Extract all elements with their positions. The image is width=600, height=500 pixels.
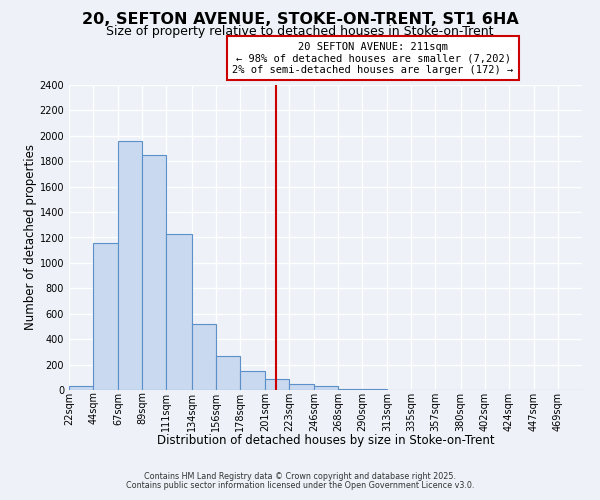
Bar xyxy=(314,386,338,390)
Bar xyxy=(239,371,265,390)
Bar xyxy=(166,234,191,390)
Bar xyxy=(191,324,215,390)
Bar xyxy=(265,378,289,390)
Bar xyxy=(215,356,239,390)
Bar xyxy=(142,155,166,390)
Bar xyxy=(289,384,314,390)
Y-axis label: Number of detached properties: Number of detached properties xyxy=(23,144,37,330)
Text: 20 SEFTON AVENUE: 211sqm
← 98% of detached houses are smaller (7,202)
2% of semi: 20 SEFTON AVENUE: 211sqm ← 98% of detach… xyxy=(232,42,514,75)
Bar xyxy=(118,141,142,390)
Text: Contains HM Land Registry data © Crown copyright and database right 2025.: Contains HM Land Registry data © Crown c… xyxy=(144,472,456,481)
Text: Contains public sector information licensed under the Open Government Licence v3: Contains public sector information licen… xyxy=(126,481,474,490)
Bar xyxy=(93,242,118,390)
Text: 20, SEFTON AVENUE, STOKE-ON-TRENT, ST1 6HA: 20, SEFTON AVENUE, STOKE-ON-TRENT, ST1 6… xyxy=(82,12,518,28)
Text: Size of property relative to detached houses in Stoke-on-Trent: Size of property relative to detached ho… xyxy=(106,25,494,38)
Bar xyxy=(69,386,93,390)
X-axis label: Distribution of detached houses by size in Stoke-on-Trent: Distribution of detached houses by size … xyxy=(157,434,494,446)
